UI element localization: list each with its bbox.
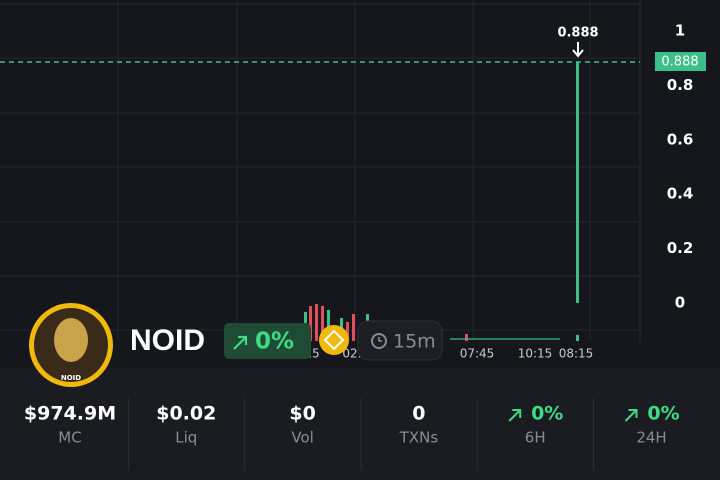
clock-icon: [371, 333, 387, 349]
y-tick-label: 0.6: [667, 130, 694, 148]
y-tick-label: 0.4: [667, 185, 694, 203]
stat-label: TXNs: [399, 429, 439, 447]
stat-value: 0%: [531, 403, 563, 425]
arrow-icon: [624, 409, 638, 422]
token-name: NOID: [130, 324, 205, 357]
interval-pill[interactable]: [357, 320, 443, 361]
chain-icon[interactable]: [319, 325, 349, 355]
volume-bar: [576, 335, 579, 341]
stat-value: $0: [289, 403, 315, 425]
stat-label: 6H: [525, 429, 546, 447]
candle: [576, 62, 579, 303]
y-tick-label: 0: [675, 294, 685, 312]
annotation-arrow: [572, 42, 584, 58]
chain-glyph: [323, 329, 345, 351]
y-tick-label: 1: [675, 22, 685, 40]
annotation: 0.888: [557, 26, 598, 41]
interval: 15m: [393, 331, 436, 353]
stat-label: Vol: [291, 429, 313, 447]
stat-value: $0.02: [156, 403, 216, 425]
change-badge: [224, 323, 311, 359]
change-value: 0%: [255, 329, 294, 355]
stat-value: 0%: [647, 403, 679, 425]
stat-label: MC: [58, 429, 81, 447]
stats-bar: [0, 368, 720, 480]
chart-bg: [0, 0, 720, 368]
stat-value: $974.9M: [24, 403, 116, 425]
time-label: 02:: [342, 347, 361, 361]
time-label: 07:45: [460, 347, 495, 361]
price-label: 0.888: [661, 55, 698, 70]
clock-hands: [378, 337, 382, 342]
price-box: [655, 52, 706, 71]
stat-label: 24H: [636, 429, 666, 447]
time-label: 08:15: [559, 347, 594, 361]
stat-value: 0: [412, 403, 425, 425]
arrow-icon: [508, 409, 522, 422]
y-tick-label: 0.8: [667, 76, 694, 94]
time-label: 10:15: [518, 347, 553, 361]
avatar-face: [54, 318, 88, 362]
arrow-icon: [233, 335, 248, 350]
avatar-text: NOID: [61, 374, 81, 382]
stat-label: Liq: [175, 429, 197, 447]
y-tick-label: 0.2: [667, 239, 694, 257]
